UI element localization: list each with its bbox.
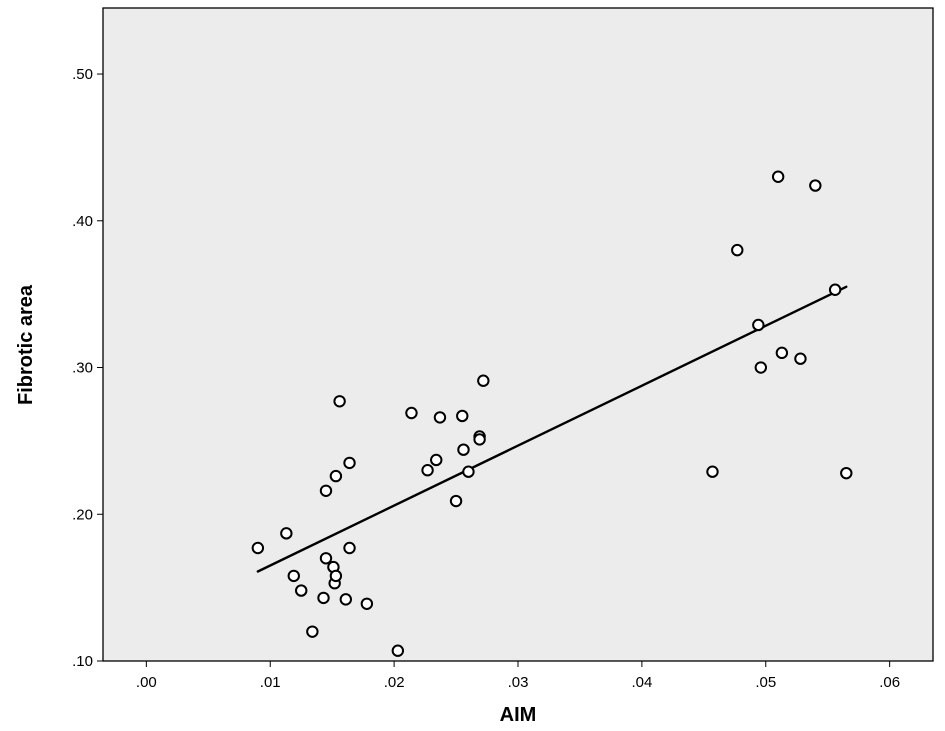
- data-point: [339, 593, 353, 606]
- y-tick-label: .30: [72, 360, 93, 377]
- data-point: [251, 541, 265, 555]
- data-point: [391, 644, 405, 657]
- data-point: [405, 406, 418, 420]
- data-point: [333, 395, 346, 408]
- data-point: [430, 453, 443, 467]
- y-tick-label: .40: [72, 213, 93, 230]
- fit-line: [256, 285, 848, 573]
- y-tick-label: .20: [72, 506, 93, 523]
- data-point: [794, 352, 807, 365]
- data-point: [809, 179, 822, 192]
- data-point: [360, 597, 374, 610]
- data-point: [433, 411, 447, 424]
- x-tick-label: .05: [755, 674, 776, 691]
- data-point: [456, 409, 469, 423]
- data-point: [421, 464, 434, 477]
- data-point: [329, 469, 343, 483]
- data-point: [771, 170, 785, 183]
- data-point: [752, 318, 765, 332]
- data-point: [754, 361, 768, 374]
- data-point: [319, 552, 333, 565]
- x-tick-label: .02: [384, 674, 405, 691]
- data-point: [828, 283, 842, 296]
- data-point: [706, 465, 719, 478]
- data-point: [280, 527, 293, 540]
- data-point: [477, 374, 490, 387]
- x-tick-label: .03: [508, 674, 529, 691]
- data-point: [449, 494, 463, 508]
- data-point: [473, 433, 486, 446]
- x-axis-ticks: .00 .01 .02 .03 .04 .05 .06: [136, 661, 900, 691]
- data-point: [775, 346, 789, 360]
- y-axis-title: Fibrotic area: [15, 284, 37, 405]
- x-tick-label: .00: [136, 674, 157, 691]
- fit-line-layer: [256, 285, 848, 573]
- x-tick-label: .06: [879, 674, 900, 691]
- y-tick-label: .10: [72, 653, 93, 670]
- x-tick-label: .04: [631, 674, 652, 691]
- x-tick-label: .01: [260, 674, 281, 691]
- data-points-layer: [251, 170, 853, 657]
- x-axis-title: AIM: [500, 704, 537, 726]
- data-point: [287, 569, 300, 583]
- data-point: [319, 484, 333, 497]
- data-point: [343, 541, 356, 555]
- y-tick-label: .50: [72, 66, 93, 83]
- data-point: [317, 591, 330, 605]
- data-point: [306, 625, 319, 638]
- data-point: [295, 584, 308, 597]
- y-axis-ticks: .10 .20 .30 .40 .50: [72, 66, 103, 670]
- data-point: [329, 569, 343, 583]
- data-point: [343, 456, 356, 470]
- data-point: [457, 443, 470, 456]
- data-point: [462, 465, 475, 478]
- data-point: [731, 243, 744, 257]
- data-point: [840, 466, 853, 480]
- plot-area-background: [103, 8, 933, 661]
